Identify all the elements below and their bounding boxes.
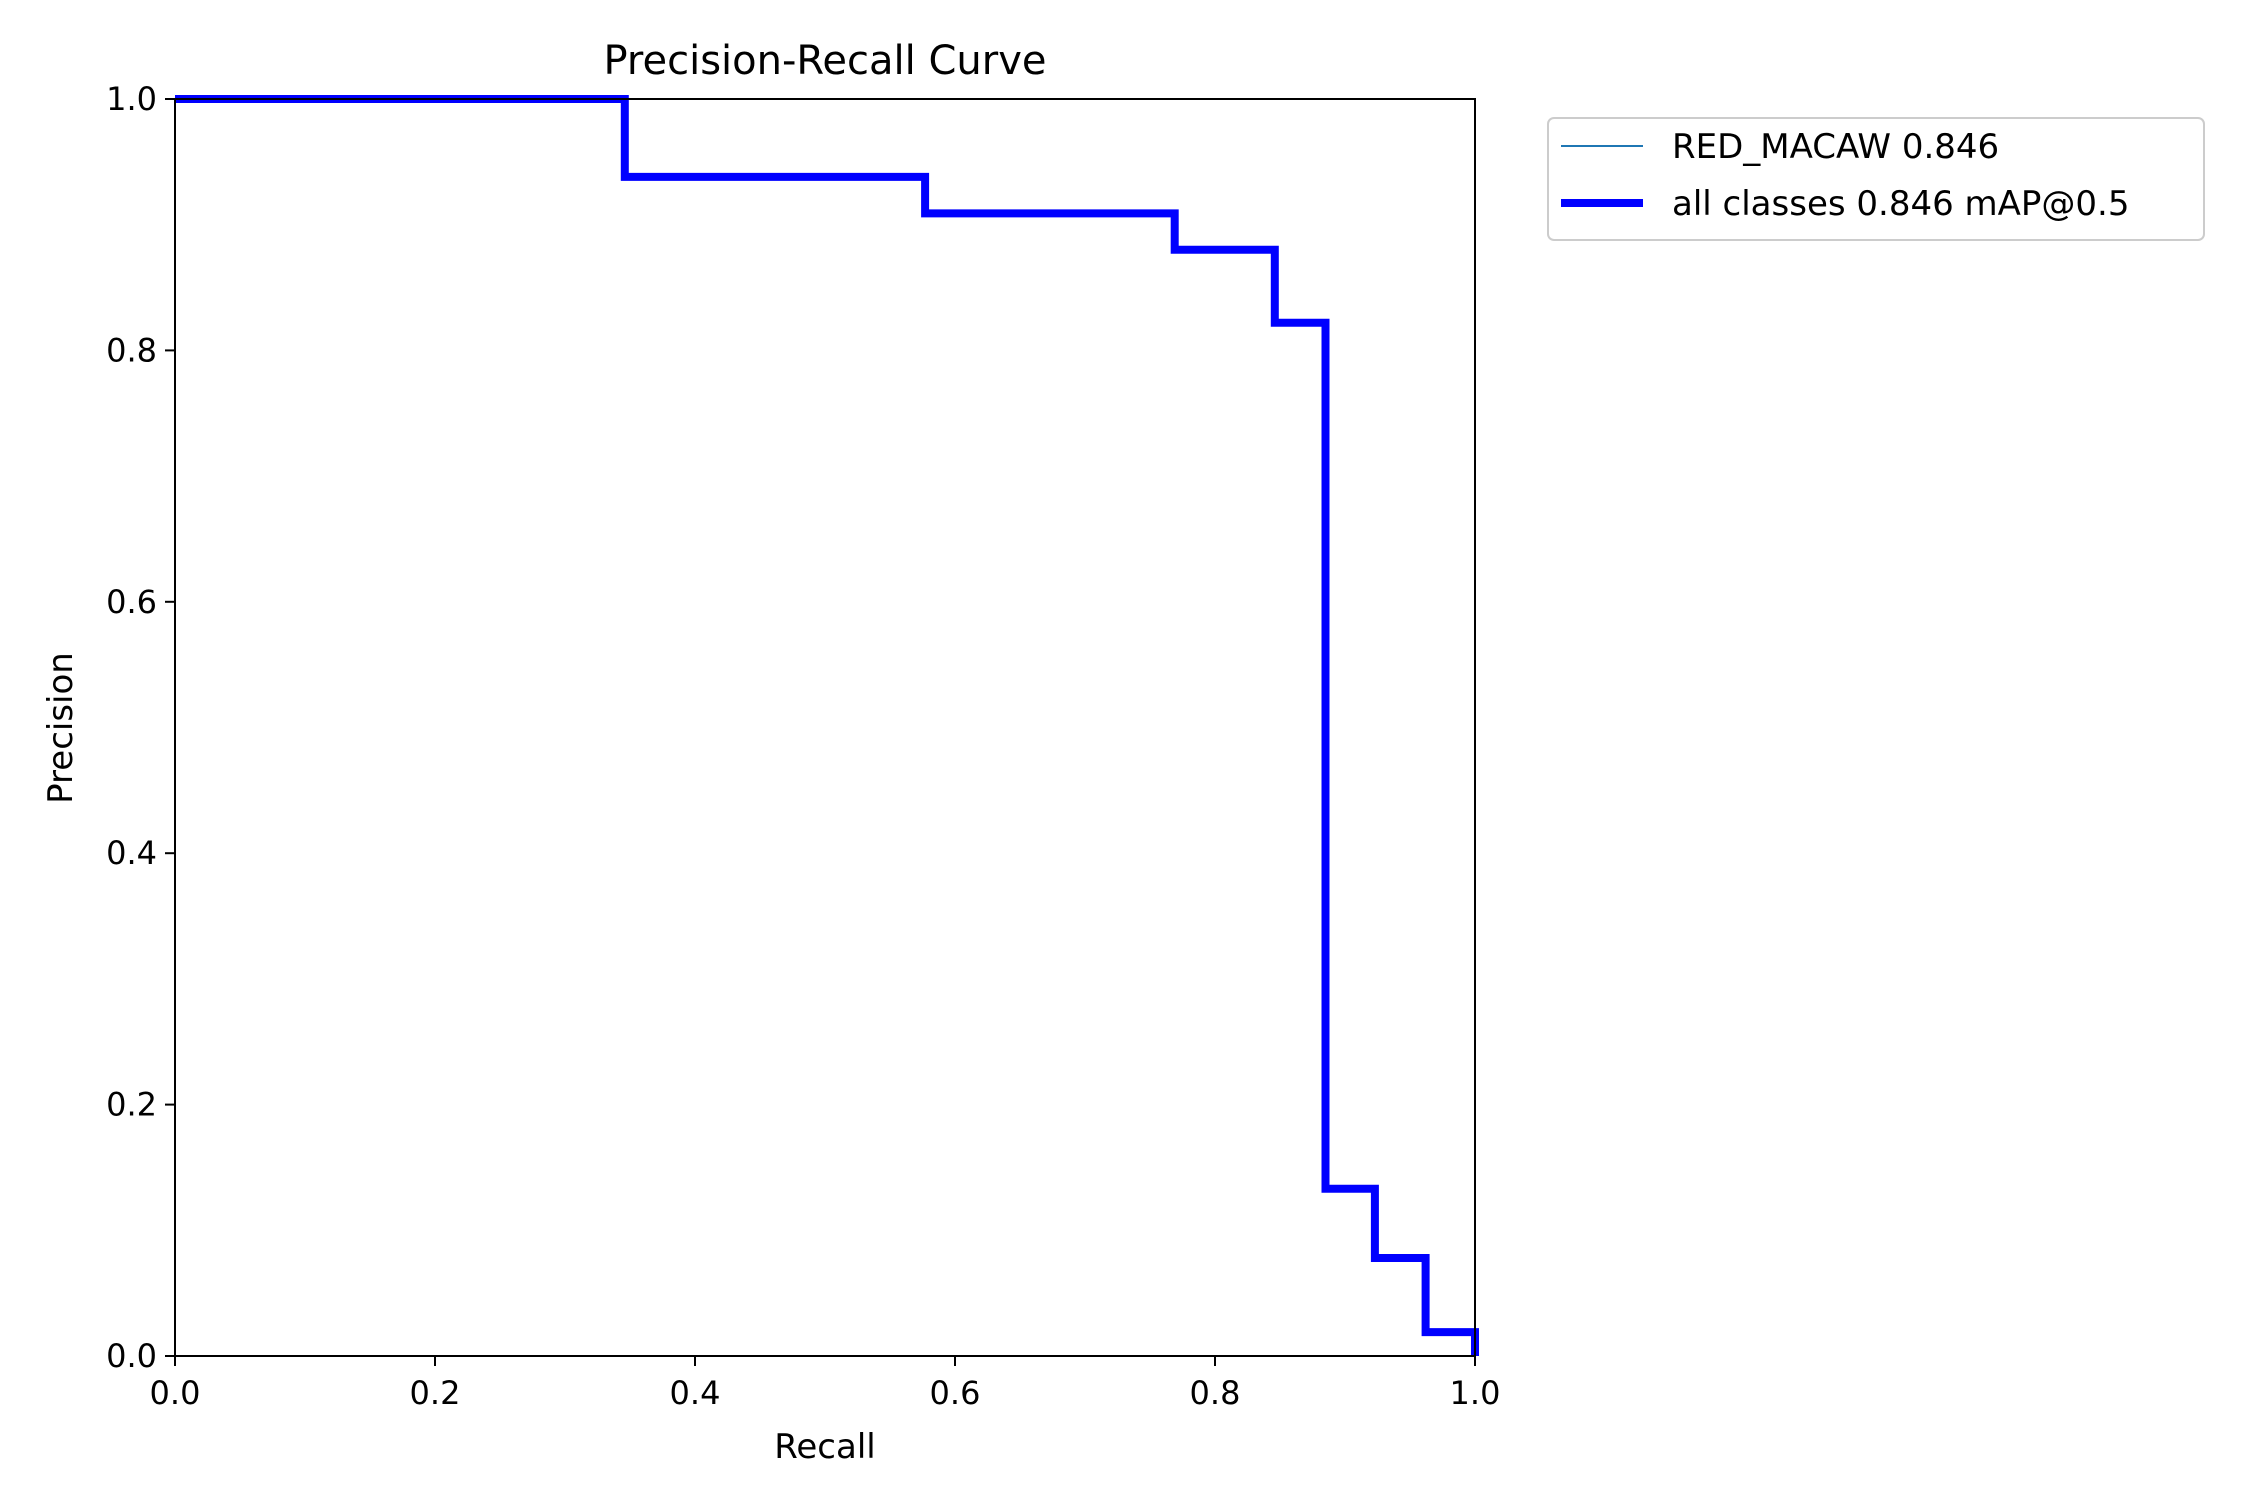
y-axis-ticks: 0.0 0.2 0.4 0.6 0.8 1.0 — [106, 80, 175, 1375]
legend-label-all-classes: all classes 0.846 mAP@0.5 — [1672, 184, 2129, 224]
y-tick-label: 0.6 — [106, 583, 157, 621]
x-tick-label: 0.8 — [1190, 1374, 1241, 1412]
x-tick-label: 0.0 — [150, 1374, 201, 1412]
y-tick-label: 0.8 — [106, 331, 157, 369]
x-tick-label: 0.4 — [670, 1374, 721, 1412]
x-axis-ticks: 0.0 0.2 0.4 0.6 0.8 1.0 — [150, 1356, 1501, 1412]
y-axis-label: Precision — [41, 652, 81, 804]
chart-title: Precision-Recall Curve — [604, 38, 1047, 84]
legend-label-red-macaw: RED_MACAW 0.846 — [1672, 127, 1999, 167]
x-tick-label: 0.2 — [410, 1374, 461, 1412]
y-tick-label: 0.4 — [106, 834, 157, 872]
series-line-1 — [175, 95, 1479, 1356]
legend-box — [1547, 117, 2205, 241]
x-tick-label: 0.6 — [930, 1374, 981, 1412]
plot-frame — [174, 98, 1476, 1357]
y-tick-label: 0.0 — [106, 1337, 157, 1375]
x-tick-label: 1.0 — [1450, 1374, 1501, 1412]
series-layer — [175, 95, 1479, 1356]
x-axis-label: Recall — [774, 1427, 875, 1467]
y-tick-label: 0.2 — [106, 1086, 157, 1124]
y-tick-label: 1.0 — [106, 80, 157, 118]
legend: RED_MACAW 0.846 all classes 0.846 mAP@0.… — [1547, 117, 2205, 241]
